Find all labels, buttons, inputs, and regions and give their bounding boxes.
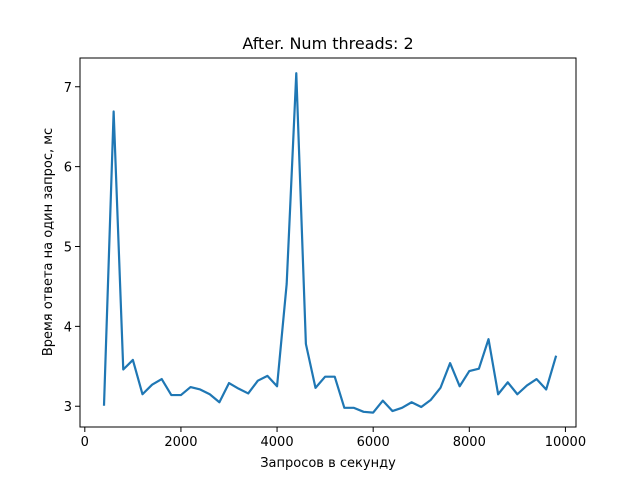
plot-area <box>102 72 558 414</box>
axes-frame <box>79 57 577 428</box>
chart-title: After. Num threads: 2 <box>242 34 413 53</box>
x-tick-label: 10000 <box>545 435 586 450</box>
y-tick-label: 4 <box>64 320 72 335</box>
y-tick-label: 7 <box>64 81 72 96</box>
y-tick-label: 6 <box>64 161 72 176</box>
x-tick-label: 6000 <box>357 435 390 450</box>
x-tick-label: 0 <box>81 435 89 450</box>
y-tick-label: 5 <box>64 240 72 255</box>
x-axis-ticks: 0 2000 4000 6000 8000 10000 <box>81 427 586 450</box>
y-axis-label: Время ответа на один запрос, мс <box>41 128 56 356</box>
y-tick-label: 3 <box>64 400 72 415</box>
x-tick-label: 2000 <box>164 435 197 450</box>
series-line <box>102 72 558 414</box>
x-tick-label: 8000 <box>453 435 486 450</box>
y-axis-ticks: 3 4 5 6 7 <box>64 81 80 415</box>
x-tick-label: 4000 <box>261 435 294 450</box>
x-axis-label: Запросов в секунду <box>260 456 396 471</box>
